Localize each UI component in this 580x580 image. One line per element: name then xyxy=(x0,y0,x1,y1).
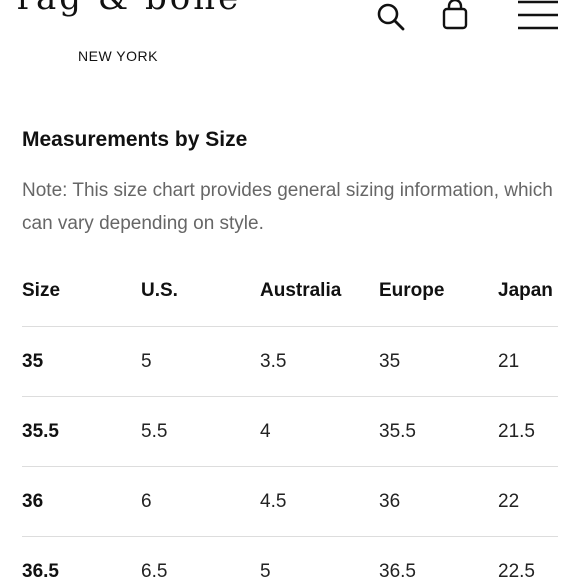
header-size: Size xyxy=(22,256,141,327)
page-title: Measurements by Size xyxy=(22,128,248,151)
logo-wordmark: rag & bone xyxy=(14,0,244,18)
menu-icon[interactable] xyxy=(516,0,560,32)
header-australia: Australia xyxy=(260,256,379,327)
table-row: 35 5 3.5 35 21 xyxy=(22,326,558,397)
cell-size: 35.5 xyxy=(22,396,141,467)
cell-australia: 4.5 xyxy=(260,466,379,537)
header-europe: Europe xyxy=(379,256,498,327)
table-row: 36.5 6.5 5 36.5 22.5 xyxy=(22,536,558,580)
cell-japan: 21 xyxy=(498,326,558,397)
cell-us: 5.5 xyxy=(141,396,260,467)
cell-japan: 22.5 xyxy=(498,536,558,580)
cell-australia: 3.5 xyxy=(260,326,379,397)
cell-australia: 5 xyxy=(260,536,379,580)
header-japan: Japan xyxy=(498,256,558,327)
bag-icon[interactable] xyxy=(440,0,470,32)
cell-us: 6.5 xyxy=(141,536,260,580)
cell-japan: 21.5 xyxy=(498,396,558,467)
table-row: 36 6 4.5 36 22 xyxy=(22,466,558,537)
cell-japan: 22 xyxy=(498,466,558,537)
cell-europe: 36.5 xyxy=(379,536,498,580)
cell-us: 6 xyxy=(141,466,260,537)
cell-europe: 35.5 xyxy=(379,396,498,467)
cell-size: 35 xyxy=(22,326,141,397)
cell-size: 36.5 xyxy=(22,536,141,580)
site-header: rag & bone NEW YORK xyxy=(0,0,580,64)
size-chart-note: Note: This size chart provides general s… xyxy=(22,180,553,234)
size-chart-table: Size U.S. Australia Europe Japan 35 5 3.… xyxy=(22,256,558,580)
cell-australia: 4 xyxy=(260,396,379,467)
cell-europe: 36 xyxy=(379,466,498,537)
table-row: 35.5 5.5 4 35.5 21.5 xyxy=(22,396,558,467)
cell-europe: 35 xyxy=(379,326,498,397)
table-header-row: Size U.S. Australia Europe Japan xyxy=(22,256,558,327)
search-icon[interactable] xyxy=(376,2,406,32)
logo-subtitle: NEW YORK xyxy=(78,48,158,64)
brand-logo[interactable]: rag & bone xyxy=(14,0,244,18)
cell-us: 5 xyxy=(141,326,260,397)
cell-size: 36 xyxy=(22,466,141,537)
header-us: U.S. xyxy=(141,256,260,327)
